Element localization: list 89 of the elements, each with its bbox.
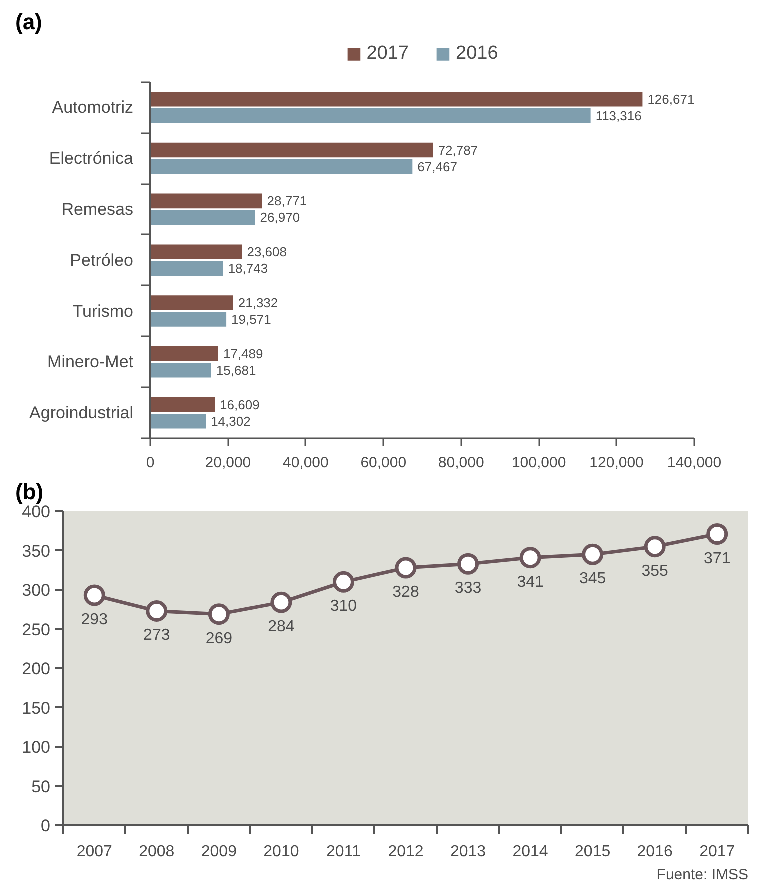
y-tick-label: 100 [22, 738, 51, 757]
y-tick-label: 0 [41, 816, 51, 836]
data-label: 310 [330, 598, 358, 616]
data-label: 18,743 [228, 261, 268, 276]
data-label: 67,467 [418, 159, 458, 174]
data-label: 371 [704, 550, 731, 568]
data-label: 126,671 [648, 92, 695, 107]
x-tick-label: 2014 [512, 844, 548, 860]
bar [150, 142, 434, 158]
bar [150, 92, 643, 107]
bar [150, 414, 206, 429]
x-tick-label: 0 [146, 454, 155, 472]
x-tick-label: 2012 [388, 844, 424, 860]
y-tick-label: Petróleo [70, 250, 134, 270]
x-tick-label: 2011 [326, 844, 362, 860]
x-tick-label: 20,000 [205, 454, 252, 472]
point [520, 547, 542, 569]
x-tick-label: 2013 [450, 844, 486, 860]
y-tick-label: Remesas [62, 200, 134, 219]
x-tick-label: 40,000 [282, 454, 329, 472]
x-tick-label: 120,000 [590, 454, 644, 472]
x-tick-label: 80,000 [438, 454, 484, 472]
point [84, 584, 106, 606]
y-tick-label: 300 [22, 581, 51, 600]
y-tick-label: Minero-Met [48, 352, 134, 372]
data-label: 19,571 [232, 312, 272, 328]
data-label: 16,609 [220, 397, 260, 412]
data-label: 341 [517, 574, 544, 591]
point [208, 604, 230, 626]
bar [150, 210, 256, 226]
x-tick-label: 2010 [264, 844, 300, 860]
chart-title: (a) [16, 10, 42, 34]
y-tick-label: Electrónica [49, 149, 134, 168]
point [458, 553, 480, 575]
y-tick-label: Agroindustrial [30, 404, 134, 423]
chart-title: (b) [16, 480, 44, 504]
point [146, 600, 168, 622]
data-label: 26,970 [260, 210, 300, 226]
data-label: 28,771 [267, 194, 308, 209]
point [582, 544, 604, 566]
data-label: 15,681 [216, 362, 256, 378]
x-tick-label: 2007 [76, 844, 113, 860]
legend-label: 2017 [366, 43, 409, 65]
bar [150, 108, 591, 124]
data-label: 328 [392, 584, 420, 602]
bar [150, 244, 242, 260]
data-label: 333 [454, 580, 482, 598]
x-tick-label: 60,000 [360, 454, 407, 472]
x-tick-label: 2009 [201, 844, 238, 860]
data-label: 355 [642, 562, 669, 580]
legend-label: 2016 [456, 43, 498, 65]
y-tick-label: 350 [22, 542, 51, 561]
bar [150, 194, 262, 209]
y-tick-label: 200 [22, 660, 51, 678]
point [332, 571, 354, 593]
point [644, 536, 666, 558]
data-label: 345 [579, 570, 606, 588]
bar [150, 296, 234, 310]
point [395, 557, 417, 579]
data-label: 284 [268, 618, 295, 636]
data-label: 23,608 [247, 244, 287, 260]
bar [150, 312, 227, 327]
y-tick-label: 50 [32, 777, 51, 796]
data-label: 273 [144, 627, 170, 644]
data-label: 113,316 [596, 108, 642, 124]
y-tick-label: Automotriz [52, 98, 134, 118]
source-note: Fuente: IMSS [656, 866, 749, 884]
bar [150, 346, 218, 362]
y-tick-label: Turismo [72, 302, 134, 321]
y-tick-label: 250 [22, 620, 51, 640]
x-tick-label: 2008 [139, 844, 175, 860]
y-tick-label: 150 [22, 698, 51, 718]
point [706, 524, 728, 545]
x-tick-label: 2016 [637, 844, 673, 860]
x-tick-label: 2017 [700, 844, 736, 860]
data-label: 293 [81, 611, 108, 628]
data-label: 21,332 [238, 295, 278, 310]
bar [150, 397, 216, 412]
x-tick-label: 100,000 [512, 454, 566, 472]
point [270, 592, 292, 614]
data-label: 72,787 [438, 142, 478, 158]
bar [150, 261, 224, 276]
x-tick-label: 2015 [575, 844, 611, 860]
data-label: 269 [206, 630, 233, 648]
data-label: 17,489 [223, 346, 264, 362]
x-tick-label: 140,000 [667, 454, 722, 472]
data-label: 14,302 [211, 414, 251, 429]
bar [150, 363, 212, 378]
bar [150, 159, 413, 174]
